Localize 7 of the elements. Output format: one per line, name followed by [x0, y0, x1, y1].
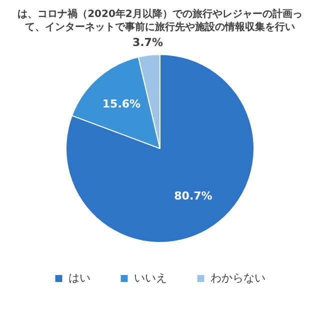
- legend-label: はい: [68, 271, 90, 284]
- data-label: 3.7%: [132, 36, 163, 50]
- legend-label: わからない: [210, 271, 266, 284]
- data-label: 80.7%: [174, 189, 212, 202]
- chart-title: は、コロナ禍（2020年2月以降）での旅行やレジャーの計画って、インターネットで事前に旅行先や施設の情報収集を行い: [16, 8, 304, 34]
- legend-label: いいえ: [134, 271, 167, 284]
- data-label: 15.6%: [102, 98, 141, 111]
